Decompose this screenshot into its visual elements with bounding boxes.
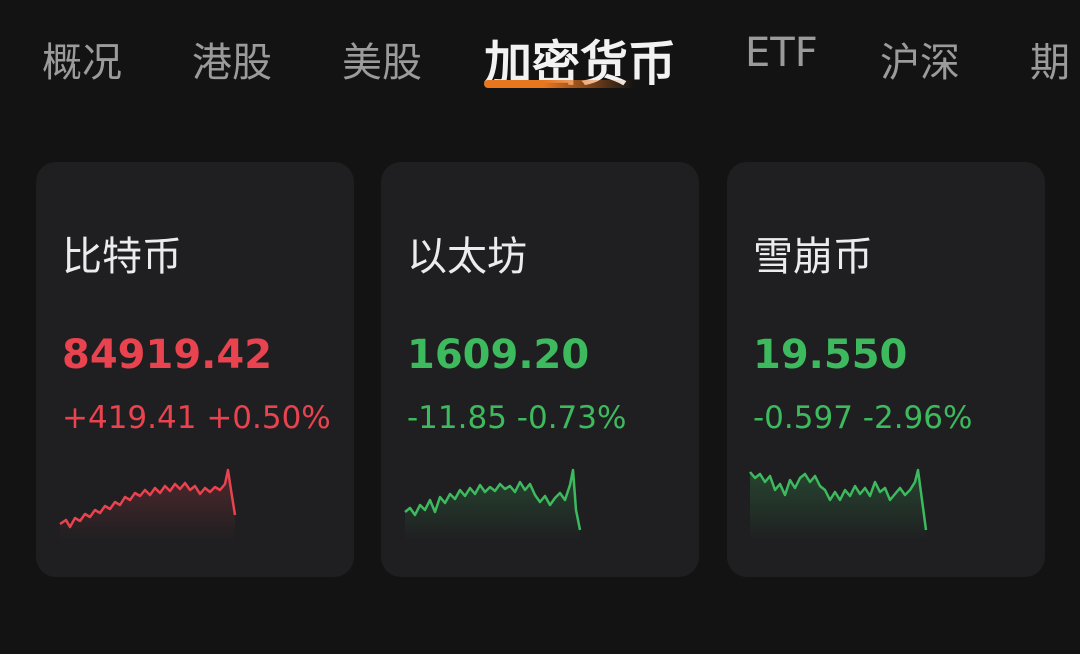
- tab-indicator: [484, 80, 634, 88]
- coin-price: 84919.42: [62, 332, 273, 378]
- tab[interactable]: 港股: [192, 40, 272, 86]
- tab[interactable]: ETF: [745, 30, 818, 76]
- change-pct: -0.73%: [516, 400, 627, 436]
- coin-change: -11.85 -0.73%: [407, 400, 626, 436]
- crypto-card[interactable]: 比特币 84919.42 +419.41 +0.50%: [36, 162, 354, 577]
- change: +419.41: [62, 400, 197, 436]
- change: -0.597: [753, 400, 853, 436]
- coin-price: 1609.20: [407, 332, 590, 378]
- crypto-card[interactable]: 以太坊 1609.20 -11.85 -0.73%: [381, 162, 699, 577]
- tab[interactable]: 美股: [342, 40, 422, 86]
- coin-name: 以太坊: [407, 234, 527, 280]
- coin-price: 19.550: [753, 332, 908, 378]
- coin-change: +419.41 +0.50%: [62, 400, 331, 436]
- coin-change: -0.597 -2.96%: [753, 400, 972, 436]
- tab[interactable]: 期: [1030, 40, 1070, 86]
- change: -11.85: [407, 400, 507, 436]
- tab[interactable]: 概况: [42, 40, 122, 86]
- change-pct: -2.96%: [862, 400, 973, 436]
- coin-name: 比特币: [62, 234, 182, 280]
- tab-bar: 概况 港股 美股 加密货币 ETF 沪深 期: [0, 0, 1080, 110]
- crypto-card[interactable]: 雪崩币 19.550 -0.597 -2.96%: [727, 162, 1045, 577]
- coin-name: 雪崩币: [753, 234, 873, 280]
- change-pct: +0.50%: [206, 400, 331, 436]
- tab[interactable]: 沪深: [880, 40, 960, 86]
